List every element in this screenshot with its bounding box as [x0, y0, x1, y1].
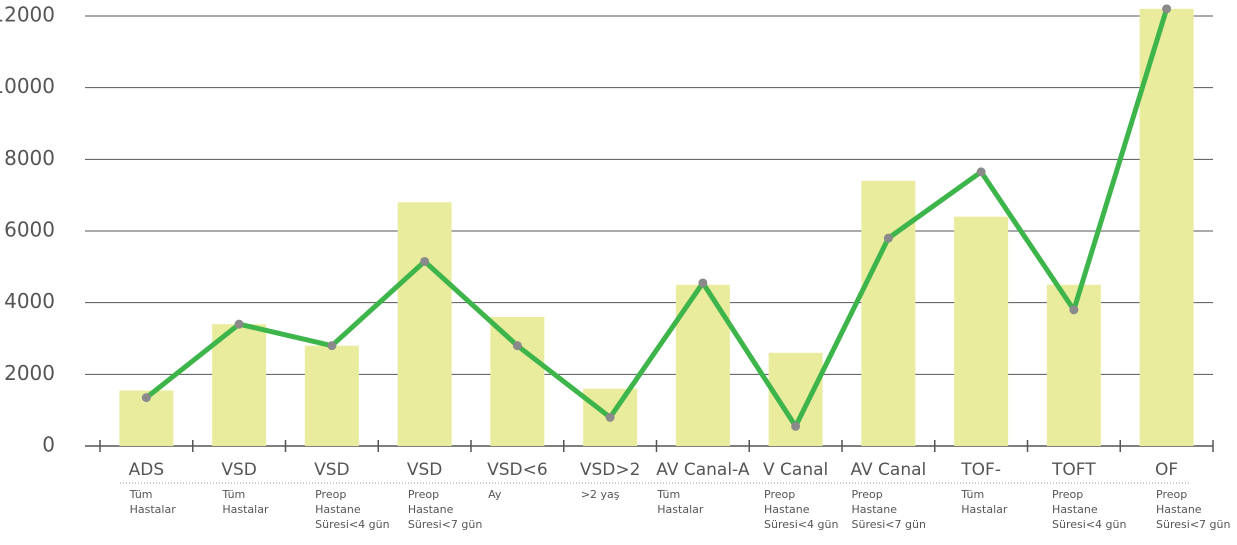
x-sub-label: Hastalar	[961, 503, 1008, 516]
marker	[791, 421, 801, 431]
bar	[861, 180, 916, 447]
x-sub-label: Hastane	[851, 503, 897, 516]
marker	[327, 341, 337, 351]
x-sub-label: >2 yaş	[581, 488, 620, 501]
bar	[397, 202, 452, 446]
x-sub-label: Süresi<7 gün	[1156, 518, 1230, 531]
x-sub-label: Hastane	[1156, 503, 1202, 516]
x-sub-label: Hastane	[1052, 503, 1098, 516]
marker	[883, 233, 893, 243]
x-sub-label: Preop	[1052, 488, 1083, 501]
bar	[954, 216, 1009, 446]
marker	[420, 256, 430, 266]
x-sub-label: Preop	[315, 488, 346, 501]
y-tick-label: 6000	[4, 218, 55, 242]
x-sub-label: Hastane	[408, 503, 454, 516]
x-sub-label: Süresi<4 gün	[1052, 518, 1126, 531]
x-tick-label: VSD<6	[487, 460, 548, 480]
marker	[141, 393, 151, 403]
x-tick-label: VSD	[314, 460, 350, 480]
x-sub-label: Süresi<7 gün	[851, 518, 925, 531]
y-tick-label: 0	[42, 433, 55, 457]
bar	[1139, 8, 1194, 446]
bar	[490, 317, 545, 446]
x-tick-label: VSD	[407, 460, 443, 480]
x-tick-label: AV Canal	[850, 460, 926, 480]
x-sub-label: Süresi<4 gün	[315, 518, 389, 531]
y-tick-label: 8000	[4, 146, 55, 170]
x-tick-label: TOFT	[1051, 460, 1096, 480]
y-tick-label: 4000	[4, 289, 55, 313]
marker	[976, 167, 986, 177]
x-sub-label: Hastalar	[130, 503, 177, 516]
marker	[1162, 4, 1172, 14]
x-sub-label: Süresi<7 gün	[408, 518, 482, 531]
x-tick-label: TOF-	[960, 460, 1001, 480]
marker	[698, 278, 708, 288]
x-sub-label: Hastane	[764, 503, 810, 516]
marker	[1069, 305, 1079, 315]
bar	[304, 345, 359, 446]
marker	[234, 319, 244, 329]
x-sub-label: Süresi<4 gün	[764, 518, 838, 531]
x-tick-label: OF	[1155, 460, 1178, 480]
marker	[605, 412, 615, 422]
x-sub-label: Preop	[764, 488, 795, 501]
x-tick-label: VSD>2	[580, 460, 641, 480]
x-sub-label: Preop	[408, 488, 439, 501]
x-sub-label: Preop	[851, 488, 882, 501]
x-tick-label: VSD	[221, 460, 257, 480]
marker	[512, 341, 522, 351]
x-sub-label: Tüm	[129, 488, 153, 501]
x-tick-label: AV Canal-A	[656, 460, 750, 480]
x-sub-label: Preop	[1156, 488, 1187, 501]
x-sub-label: Hastalar	[657, 503, 704, 516]
x-sub-label: Tüm	[656, 488, 680, 501]
line	[144, 8, 1170, 429]
bar	[212, 324, 267, 446]
x-tick-label: ADS	[129, 460, 165, 480]
x-sub-label: Tüm	[960, 488, 984, 501]
x-sub-label: Tüm	[221, 488, 245, 501]
y-tick-label: 12000	[0, 3, 55, 27]
x-sub-label: Ay	[488, 488, 502, 501]
y-tick-label: 10000	[0, 74, 55, 98]
y-tick-label: 2000	[4, 361, 55, 385]
x-sub-label: Hastane	[315, 503, 361, 516]
x-tick-label: V Canal	[763, 460, 828, 480]
x-sub-label: Hastalar	[222, 503, 269, 516]
